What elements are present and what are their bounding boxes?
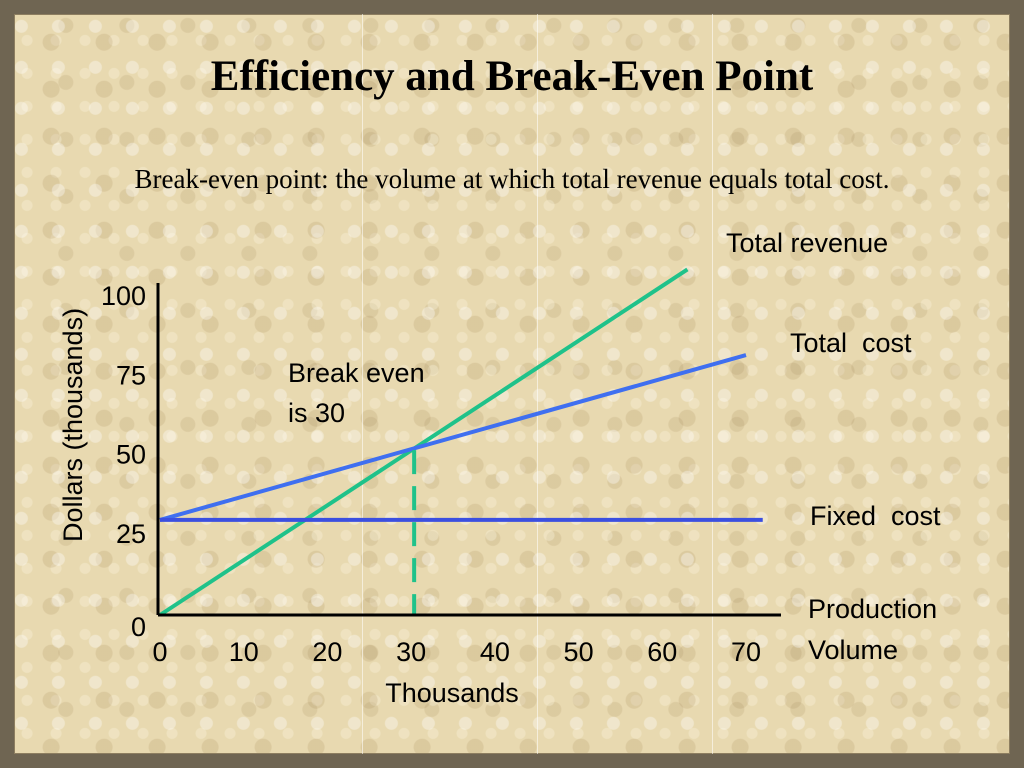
y-tick-label: 100 (101, 281, 146, 311)
series-label-1: Total revenue (726, 228, 888, 258)
x-tick-label: 10 (229, 637, 259, 667)
background-rule (712, 14, 713, 754)
slide-subtitle: Break-even point: the volume at which to… (134, 164, 890, 194)
background-rule (537, 14, 538, 754)
x-axis-name-line-1: Production (808, 594, 937, 624)
slide-title: Efficiency and Break-Even Point (210, 53, 814, 100)
y-tick-label: 25 (116, 519, 146, 549)
x-tick-label: 60 (647, 637, 677, 667)
y-tick-labels: 0 25 50 75 100 (101, 281, 146, 642)
break-even-label-line-2: is 30 (288, 398, 345, 428)
x-axis-unit: Thousands (385, 678, 519, 708)
x-tick-label: 0 (152, 637, 167, 667)
y-axis-title: Dollars (thousands) (58, 308, 88, 542)
x-tick-label: 70 (731, 637, 761, 667)
series-labels: Total revenue Total cost Fixed cost (726, 228, 941, 531)
y-tick-label: 0 (131, 612, 146, 642)
y-tick-label: 75 (116, 360, 146, 390)
x-tick-label: 20 (312, 637, 342, 667)
break-even-label-line-1: Break even (288, 358, 425, 388)
y-tick-label: 50 (116, 440, 146, 470)
x-axis-name-line-2: Volume (808, 635, 898, 665)
x-tick-labels: 0 10 20 30 40 50 60 70 (152, 637, 761, 667)
series-lines (158, 267, 763, 617)
series-label-2: Total cost (790, 328, 912, 358)
x-tick-label: 40 (480, 637, 510, 667)
series-line-1 (158, 267, 689, 617)
x-tick-label: 30 (396, 637, 426, 667)
background-rule (362, 14, 363, 754)
x-tick-label: 50 (564, 637, 594, 667)
series-label-3: Fixed cost (810, 501, 941, 531)
series-line-2 (159, 353, 747, 522)
